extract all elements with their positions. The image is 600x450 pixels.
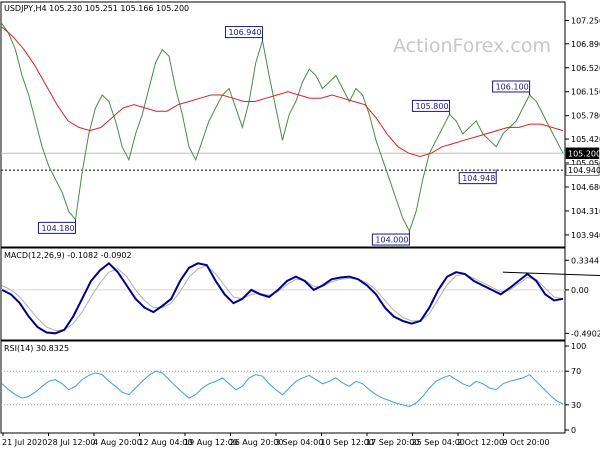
rsi-axis-tick-label: 70 — [571, 367, 581, 376]
x-tick-label: 9 Oct 20:00 — [503, 438, 550, 447]
x-tick-label: 17 Sep 20:00 — [366, 438, 419, 447]
macd-series-group — [1, 261, 600, 335]
macd-axis-tick-label: 0.3344 — [571, 256, 599, 265]
rsi-axis-tick-label: 0 — [571, 426, 576, 435]
price-line — [1, 23, 564, 233]
price-level-lines — [1, 152, 565, 171]
x-tick-label: 2 Oct 12:00 — [457, 438, 504, 447]
rsi-axis-tick-label: 100 — [571, 342, 586, 351]
support-level-badge-box — [565, 164, 600, 176]
price-annotations: 104.180 106.940 104.000 105.800 104.948 106.1… — [37, 26, 531, 246]
price-axis-tick-label: 103.940 — [571, 231, 600, 240]
rsi-axis-tick-label: 30 — [571, 401, 581, 410]
x-tick-label: 19 Aug 12:00 — [184, 438, 238, 447]
rsi-y-axis: 100 70 30 0 — [565, 342, 586, 435]
annotation-label: 104.948 — [462, 174, 495, 183]
x-tick-label: 10 Sep 12:00 — [321, 438, 374, 447]
price-badges: 105.200 104.940 — [565, 147, 600, 176]
price-y-axis: 107.250 106.890 106.520 106.150 105.780 105.4… — [565, 16, 600, 240]
annotation-box — [458, 172, 497, 185]
rsi-series-group — [1, 370, 565, 408]
annotation-box — [37, 221, 76, 234]
annotation-box — [371, 233, 410, 246]
x-tick-label: 4 Aug 20:00 — [93, 438, 142, 447]
current-price-badge-label: 105.200 — [568, 149, 600, 158]
rsi-line — [1, 370, 564, 408]
price-axis-tick-label: 104.310 — [571, 207, 600, 216]
price-axis-tick-label: 106.890 — [571, 40, 600, 49]
symbol-title: USDJPY,H4 105.230 105.251 105.166 105.20… — [4, 4, 189, 13]
macd-axis-tick-label: -0.4902 — [571, 329, 600, 338]
price-axis-tick-label: 104.680 — [571, 183, 600, 192]
support-level-badge-label: 104.940 — [568, 166, 600, 175]
watermark: ActionForex.com — [393, 35, 551, 57]
price-panel-frame — [0, 1, 566, 248]
current-price-badge-box — [565, 147, 600, 160]
annotation-label: 106.940 — [228, 28, 261, 37]
price-axis-tick-label: 107.250 — [571, 16, 600, 25]
x-tick-label: 12 Aug 04:00 — [139, 438, 193, 447]
price-axis-tick-label: 105.420 — [571, 135, 600, 144]
annotation-box — [492, 80, 531, 93]
macd-panel-frame — [0, 247, 566, 341]
macd-title: MACD(12,26,9) -0.1082 -0.0902 — [4, 251, 132, 260]
macd-axis-tick-label: 0.00 — [571, 286, 589, 295]
annotation-box — [224, 26, 263, 39]
annotation-label: 104.180 — [41, 224, 74, 233]
x-tick-label: 26 Aug 20:00 — [230, 438, 284, 447]
macd-line — [1, 261, 564, 335]
annotation-label: 106.100 — [496, 82, 529, 91]
macd-signal-line — [1, 265, 564, 332]
moving-average-line — [1, 26, 564, 158]
x-tick-label: 25 Sep 04:00 — [412, 438, 465, 447]
rsi-panel-frame — [0, 340, 566, 434]
annotation-label: 104.000 — [375, 236, 408, 245]
price-axis-tick-label: 106.150 — [571, 88, 600, 97]
x-tick-label: 21 Jul 2020 — [2, 438, 47, 447]
price-axis-tick-label: 105.050 — [571, 159, 600, 168]
annotation-box — [411, 99, 450, 112]
macd-trendline — [502, 271, 600, 277]
x-tick-label: 3 Sep 04:00 — [275, 438, 323, 447]
price-axis-tick-label: 106.520 — [571, 64, 600, 73]
price-axis-tick-label: 105.780 — [571, 112, 600, 121]
annotation-label: 105.800 — [415, 102, 448, 111]
x-tick-label: 28 Jul 12:00 — [48, 438, 96, 447]
rsi-title: RSI(14) 30.8325 — [4, 344, 69, 353]
price-series-group — [1, 23, 564, 233]
macd-y-axis: 0.3344 0.00 -0.4902 — [565, 256, 600, 338]
